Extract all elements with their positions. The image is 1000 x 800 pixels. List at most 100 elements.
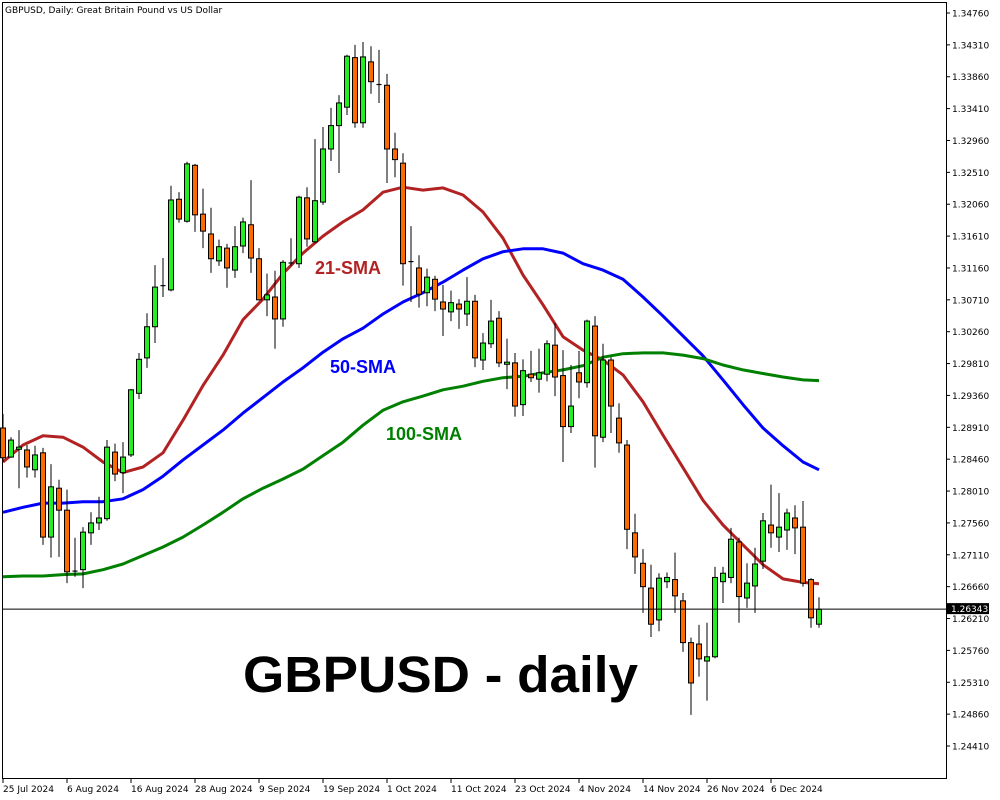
candle-body [592,325,598,437]
y-tick-label: 1.29810 [952,360,989,370]
candle-body [568,405,574,428]
candle [392,132,398,178]
candle [544,340,550,382]
candle [200,188,206,249]
candle [440,284,446,336]
candle-body [240,221,246,247]
y-tick-label: 1.28460 [952,456,989,466]
moving-averages [2,185,820,586]
candle [656,573,662,632]
x-tick-label: 6 Aug 2024 [67,785,119,795]
x-tick-label: 11 Oct 2024 [451,785,507,795]
candle [88,512,94,545]
x-tick-label: 14 Nov 2024 [643,785,701,795]
candle-body [440,301,446,310]
candle [272,270,278,349]
candle-body [752,563,758,587]
candle [464,277,470,327]
candle-body [760,520,766,562]
candle [744,563,750,608]
candle-body [360,56,366,124]
candle-body [176,198,182,220]
candle-body [224,247,230,269]
candle [168,185,174,292]
candle [712,566,718,659]
sma-line-100-sma [2,351,820,579]
candle-body [544,343,550,375]
candle [120,442,126,494]
current-price-label-bg [947,603,989,615]
candle [176,192,182,223]
candle [496,311,502,368]
candle [32,445,38,478]
candle-body [688,642,694,684]
candle-body [184,163,190,222]
chart-annotation: GBPUSD - daily [243,646,639,703]
candle-body [768,524,774,534]
y-tick-label: 1.25310 [952,679,989,689]
candle [328,107,334,162]
candle-body [696,643,702,660]
y-tick-label: 1.24860 [952,711,989,721]
candle [424,268,430,307]
candle-body [448,302,454,313]
candle-body [232,246,238,271]
candle-body [120,456,126,474]
candle-body [352,57,358,124]
candle-body [16,446,22,450]
candle-body [168,199,174,291]
candle [512,352,518,417]
candle-body [32,454,38,471]
candle [696,624,702,677]
candle-body [272,296,278,320]
candle [648,564,654,637]
candle-body [560,375,566,428]
candle [16,430,22,489]
candle [312,139,318,244]
candle [552,323,558,397]
candle [592,316,598,468]
candle [152,265,158,344]
candle [616,403,622,453]
candle [528,350,534,382]
candle [784,508,790,550]
sma100-label: 100-SMA [386,424,462,444]
candle-body [264,294,270,301]
candle [416,255,422,308]
candle-body [536,372,542,380]
candle-body [400,162,406,265]
y-tick-label: 1.30260 [952,328,989,338]
y-tick-label: 1.32960 [952,137,989,147]
candle-body [480,342,486,361]
candle [80,527,86,589]
y-tick-label: 1.33860 [952,73,989,83]
candle-body [144,326,150,359]
candle [104,440,110,521]
candle [224,243,230,288]
candle-body [608,359,614,407]
candle [720,566,726,603]
candle-body [424,276,430,294]
candle [600,343,606,443]
y-tick-label: 1.28010 [952,488,989,498]
candle [352,44,358,128]
candle-body [800,526,806,584]
candle [0,413,6,463]
candle-body [656,577,662,621]
candle-body [368,61,374,83]
candle [288,238,294,266]
candle-body [680,600,686,644]
sma50-label: 50-SMA [330,357,396,377]
candle [560,350,566,463]
candle [792,505,798,555]
candle-body [280,261,286,320]
candle-body [584,320,590,384]
candle-body [24,449,30,468]
y-axis: 1.34760 1.34310 1.33860 1.33410 1.32960 1.325… [946,10,989,753]
candle-body [472,300,478,359]
candles [0,42,822,715]
candle-body [128,389,134,456]
candle-body [464,300,470,315]
y-tick-label: 1.33410 [952,105,989,115]
candle [72,537,78,577]
